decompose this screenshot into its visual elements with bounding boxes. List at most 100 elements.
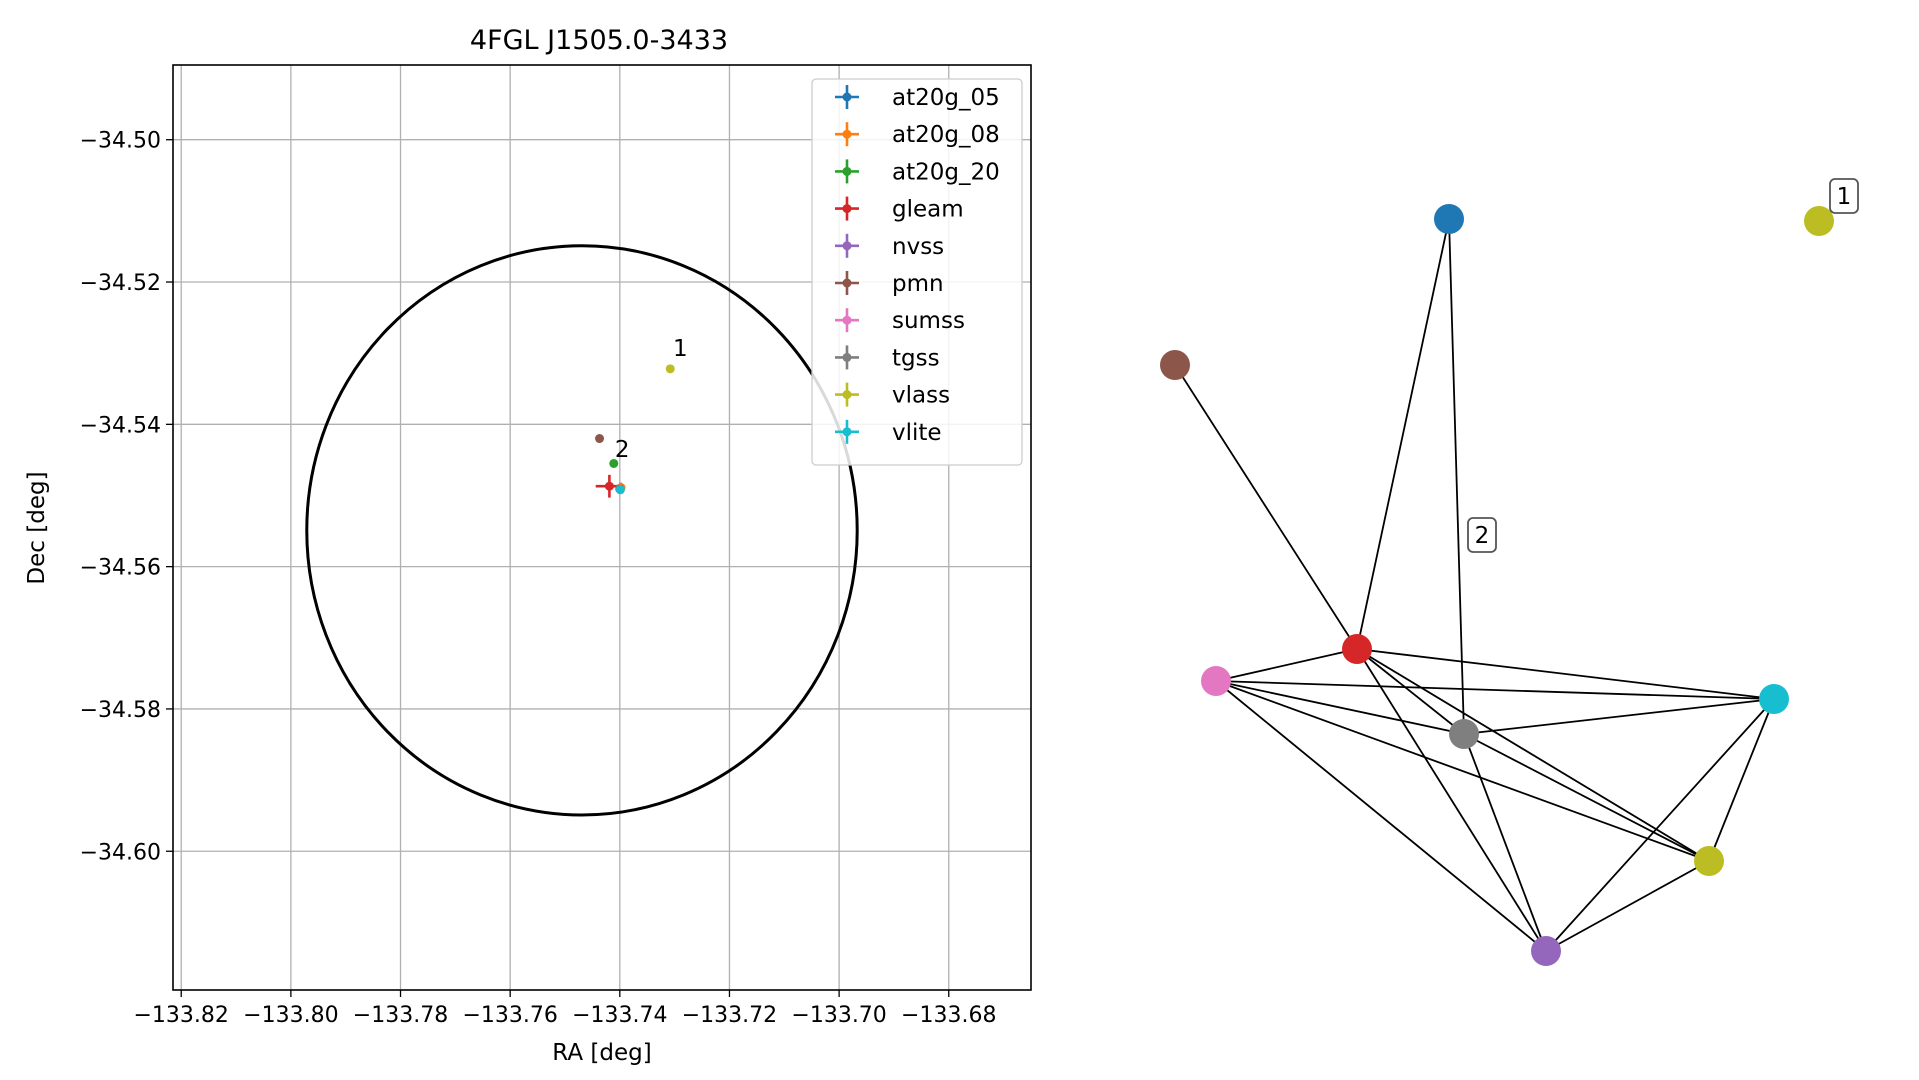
graph-edge bbox=[1356, 648, 1710, 862]
graph-edge bbox=[1463, 733, 1547, 952]
legend-marker bbox=[842, 129, 852, 139]
chart-title: 4FGL J1505.0-3433 bbox=[470, 25, 728, 56]
annotation-label: 2 bbox=[615, 437, 630, 463]
graph-edge bbox=[1215, 680, 1465, 735]
graph-node-nvss bbox=[1531, 936, 1561, 966]
graph-edge bbox=[1215, 648, 1358, 682]
legend-label: gleam bbox=[892, 197, 964, 223]
legend-entry-vlite: vlite bbox=[835, 419, 942, 446]
localization-ellipse bbox=[305, 244, 859, 817]
legend-marker bbox=[842, 241, 852, 251]
marker bbox=[665, 364, 675, 374]
graph-edge bbox=[1356, 648, 1547, 952]
legend-label: at20g_08 bbox=[892, 122, 1000, 148]
graph-edge bbox=[1215, 680, 1775, 700]
legend-entry-at20g_05: at20g_05 bbox=[835, 85, 1000, 111]
legend-entry-pmn: pmn bbox=[835, 271, 944, 297]
x-tick-label: −133.72 bbox=[682, 1003, 777, 1028]
graph-edges bbox=[1174, 218, 1775, 952]
graph-edge bbox=[1215, 680, 1547, 952]
legend-box bbox=[811, 78, 1023, 466]
legend-marker bbox=[842, 92, 852, 102]
graph-node-pmn bbox=[1160, 350, 1190, 380]
legend-label: at20g_20 bbox=[892, 159, 1000, 185]
graph-label-box bbox=[1467, 517, 1497, 553]
grid bbox=[173, 65, 1031, 990]
x-tick-label: −133.80 bbox=[243, 1003, 338, 1028]
x-tick-label: −133.78 bbox=[353, 1003, 448, 1028]
graph-node-vlite bbox=[1759, 684, 1789, 714]
graph-label-box bbox=[1829, 178, 1859, 214]
y-tick-label: −34.52 bbox=[80, 271, 161, 296]
x-tick-label: −133.82 bbox=[134, 1003, 229, 1028]
legend-label: at20g_05 bbox=[892, 85, 1000, 111]
graph-edge bbox=[1215, 680, 1710, 862]
graph-edge bbox=[1356, 648, 1465, 735]
x-ticks: −133.82 −133.80 −133.78 −133.76 −133.74 −133.… bbox=[134, 990, 996, 1028]
graph-label: 1 bbox=[1829, 178, 1859, 214]
y-tick-label: −34.50 bbox=[80, 129, 161, 154]
y-tick-label: −34.54 bbox=[80, 413, 161, 438]
graph-label: 2 bbox=[1467, 517, 1497, 553]
graph-edge bbox=[1708, 698, 1775, 862]
y-axis-label: Dec [deg] bbox=[24, 471, 50, 584]
graph-node-at20g bbox=[1434, 204, 1464, 234]
x-tick-label: −133.68 bbox=[901, 1003, 996, 1028]
point-pmn bbox=[595, 434, 605, 444]
graph-label-text: 2 bbox=[1475, 523, 1490, 549]
legend-marker bbox=[842, 427, 852, 437]
marker bbox=[615, 485, 625, 495]
legend-label: vlite bbox=[892, 420, 942, 446]
scatter-panel: 4FGL J1505.0-3433 12 −133.82 −133.80 −133.… bbox=[24, 25, 1032, 1066]
y-tick-label: −34.56 bbox=[80, 556, 161, 581]
graph-edge bbox=[1174, 364, 1358, 650]
legend-entry-vlass: vlass bbox=[835, 382, 950, 409]
legend-entry-tgss: tgss bbox=[835, 345, 940, 371]
legend-label: vlass bbox=[892, 383, 950, 409]
localization-ellipse-layer bbox=[305, 244, 859, 817]
point-vlite bbox=[615, 485, 625, 495]
legend-label: sumss bbox=[892, 308, 965, 334]
marker bbox=[609, 458, 619, 468]
graph-edge bbox=[1545, 698, 1775, 952]
graph-label-text: 1 bbox=[1837, 184, 1852, 210]
y-ticks: −34.50 −34.52 −34.54 −34.56 −34.58 −34.60 bbox=[80, 129, 173, 865]
data-points bbox=[595, 364, 675, 498]
graph-node-sumss bbox=[1201, 666, 1231, 696]
graph-node-vlass_2 bbox=[1694, 846, 1724, 876]
graph-edge bbox=[1356, 648, 1775, 700]
legend-entry-nvss: nvss bbox=[835, 233, 944, 260]
graph-edge bbox=[1545, 860, 1710, 952]
graph-edge bbox=[1356, 218, 1450, 650]
graph-edge bbox=[1463, 698, 1775, 735]
legend-marker bbox=[842, 204, 852, 214]
legend-marker bbox=[842, 315, 852, 325]
y-tick-label: −34.58 bbox=[80, 698, 161, 723]
plot-frame bbox=[172, 64, 1032, 991]
marker bbox=[604, 481, 614, 491]
y-tick-label: −34.60 bbox=[80, 840, 161, 865]
x-axis-label: RA [deg] bbox=[552, 1040, 651, 1066]
legend-label: pmn bbox=[892, 271, 944, 297]
x-tick-label: −133.76 bbox=[462, 1003, 557, 1028]
x-tick-label: −133.74 bbox=[572, 1003, 667, 1028]
legend-entry-at20g_08: at20g_08 bbox=[835, 122, 1000, 148]
legend-marker bbox=[842, 278, 852, 288]
network-graph: 12 bbox=[1160, 178, 1859, 966]
x-tick-label: −133.70 bbox=[791, 1003, 886, 1028]
legend-marker bbox=[842, 166, 852, 176]
legend-entry-gleam: gleam bbox=[835, 196, 964, 223]
point-vlass bbox=[665, 364, 675, 374]
legend-label: nvss bbox=[892, 234, 944, 260]
graph-node-tgss bbox=[1449, 719, 1479, 749]
legend-label: tgss bbox=[892, 345, 940, 371]
legend-marker bbox=[842, 390, 852, 400]
legend-entry-at20g_20: at20g_20 bbox=[835, 159, 1000, 185]
point-at20g_20 bbox=[609, 458, 619, 468]
graph-edge bbox=[1448, 218, 1465, 735]
graph-node-gleam bbox=[1342, 634, 1372, 664]
graph-nodes bbox=[1160, 204, 1834, 966]
graph-node-vlass_1 bbox=[1804, 206, 1834, 236]
